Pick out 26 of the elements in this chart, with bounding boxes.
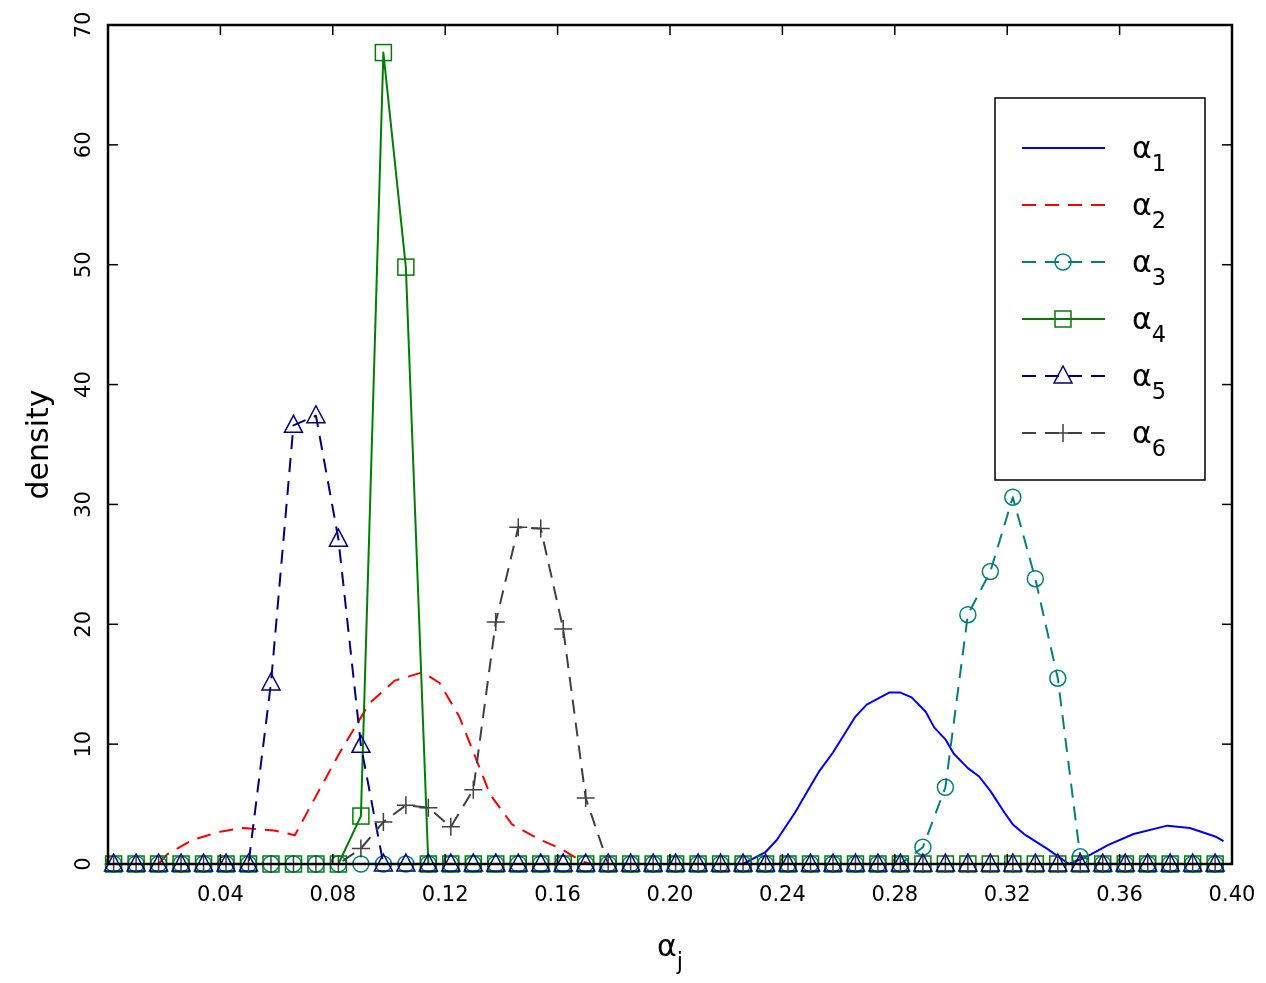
y-tick-label: 60 xyxy=(71,131,95,159)
legend-label: α$_{4}$ xyxy=(1132,301,1167,347)
legend-label: α$_{6}$ xyxy=(1132,415,1167,461)
x-tick-label: 0.20 xyxy=(646,882,694,906)
legend-label: α$_{5}$ xyxy=(1132,358,1167,404)
y-tick-label: 0 xyxy=(71,857,95,871)
x-tick-label: 0.28 xyxy=(871,882,919,906)
y-tick-label: 70 xyxy=(71,11,95,39)
y-tick-label: 10 xyxy=(71,730,95,758)
x-tick-label: 0.04 xyxy=(197,882,244,906)
x-tick-label: 0.08 xyxy=(309,882,357,906)
x-tick-label: 0.40 xyxy=(1208,882,1256,906)
x-tick-label: 0.32 xyxy=(983,882,1031,906)
y-axis-title: density xyxy=(20,389,55,500)
x-axis-title: α$_{j}$ xyxy=(656,928,684,974)
x-tick-label: 0.16 xyxy=(534,882,581,906)
x-tick-label: 0.36 xyxy=(1096,882,1143,906)
y-tick-label: 40 xyxy=(71,371,95,398)
legend-label: α$_{3}$ xyxy=(1132,244,1167,290)
x-tick-label: 0.12 xyxy=(421,882,469,906)
y-tick-label: 20 xyxy=(71,610,95,638)
y-tick-label: 30 xyxy=(71,491,95,518)
y-tick-label: 50 xyxy=(71,251,95,279)
x-tick-label: 0.24 xyxy=(759,882,806,906)
legend-label: α$_{2}$ xyxy=(1132,187,1167,233)
legend-label: α$_{1}$ xyxy=(1132,130,1167,176)
